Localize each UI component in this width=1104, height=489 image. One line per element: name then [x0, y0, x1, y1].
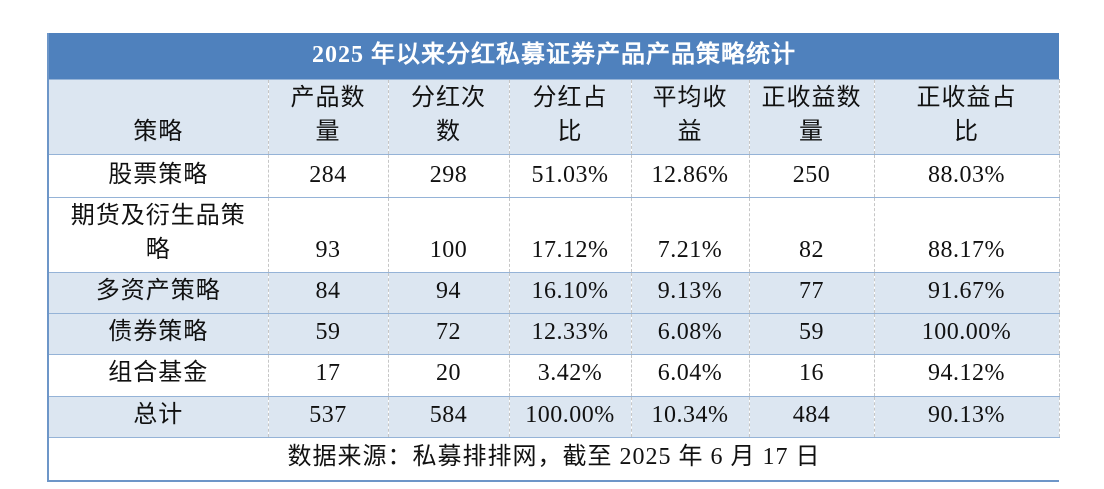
table-source-row: 数据来源：私募排排网，截至 2025 年 6 月 17 日 [48, 437, 1060, 481]
cell-value: 6.08% [631, 313, 750, 356]
table-row: 组合基金 17 20 3.42% 6.04% 16 94.12% [48, 354, 1060, 397]
column-header: 正收益数 量 [749, 79, 875, 156]
cell-value: 77 [749, 272, 875, 315]
table-row: 债券策略 59 72 12.33% 6.08% 59 100.00% [48, 313, 1060, 356]
cell-value: 537 [268, 396, 389, 438]
column-header: 平均收 益 [631, 79, 750, 156]
cell-value: 250 [749, 154, 875, 199]
cell-value: 16.10% [509, 272, 632, 315]
cell-value: 88.03% [874, 154, 1060, 199]
row-label: 多资产策略 [48, 272, 269, 315]
cell-value: 100.00% [874, 313, 1060, 356]
cell-value: 12.86% [631, 154, 750, 199]
cell-value: 51.03% [509, 154, 632, 199]
cell-value: 72 [388, 313, 510, 356]
row-label: 总计 [48, 396, 269, 438]
table-header-row: 策略 产品数 量分红次 数分红占 比平均收 益正收益数 量正收益占 比 [48, 79, 1060, 156]
table-row: 期货及衍生品策 略 93 100 17.12% 7.21% 82 88.17% [48, 197, 1060, 274]
cell-value: 100 [388, 197, 510, 274]
cell-value: 298 [388, 154, 510, 199]
cell-value: 84 [268, 272, 389, 315]
cell-value: 94 [388, 272, 510, 315]
cell-value: 6.04% [631, 354, 750, 397]
row-label: 股票策略 [48, 154, 269, 199]
cell-value: 9.13% [631, 272, 750, 315]
cell-value: 20 [388, 354, 510, 397]
cell-value: 88.17% [874, 197, 1060, 274]
table-title-row: 2025 年以来分红私募证券产品产品策略统计 [48, 33, 1060, 80]
table-row: 多资产策略 84 94 16.10% 9.13% 77 91.67% [48, 272, 1060, 315]
data-table: 2025 年以来分红私募证券产品产品策略统计 策略 产品数 量分红次 数分红占 比… [47, 33, 1060, 482]
cell-value: 94.12% [874, 354, 1060, 397]
cell-value: 3.42% [509, 354, 632, 397]
table-row: 股票策略 284 298 51.03% 12.86% 250 88.03% [48, 154, 1060, 199]
column-header: 产品数 量 [268, 79, 389, 156]
cell-value: 91.67% [874, 272, 1060, 315]
row-label: 组合基金 [48, 354, 269, 397]
column-header: 正收益占 比 [874, 79, 1060, 156]
cell-value: 284 [268, 154, 389, 199]
cell-value: 484 [749, 396, 875, 438]
source-note: 数据来源：私募排排网，截至 2025 年 6 月 17 日 [48, 437, 1060, 481]
column-header: 策略 [48, 79, 269, 156]
cell-value: 17 [268, 354, 389, 397]
row-label: 债券策略 [48, 313, 269, 356]
cell-value: 10.34% [631, 396, 750, 438]
cell-value: 16 [749, 354, 875, 397]
cell-value: 93 [268, 197, 389, 274]
row-label: 期货及衍生品策 略 [48, 197, 269, 274]
cell-value: 17.12% [509, 197, 632, 274]
cell-value: 59 [268, 313, 389, 356]
cell-value: 90.13% [874, 396, 1060, 438]
column-header: 分红次 数 [388, 79, 510, 156]
cell-value: 82 [749, 197, 875, 274]
table-title: 2025 年以来分红私募证券产品产品策略统计 [48, 33, 1060, 80]
cell-value: 7.21% [631, 197, 750, 274]
column-header: 分红占 比 [509, 79, 632, 156]
cell-value: 12.33% [509, 313, 632, 356]
cell-value: 100.00% [509, 396, 632, 438]
table-row: 总计 537 584 100.00% 10.34% 484 90.13% [48, 396, 1060, 438]
cell-value: 584 [388, 396, 510, 438]
cell-value: 59 [749, 313, 875, 356]
dividend-strategy-statistics-table: 2025 年以来分红私募证券产品产品策略统计 策略 产品数 量分红次 数分红占 比… [47, 33, 1060, 482]
